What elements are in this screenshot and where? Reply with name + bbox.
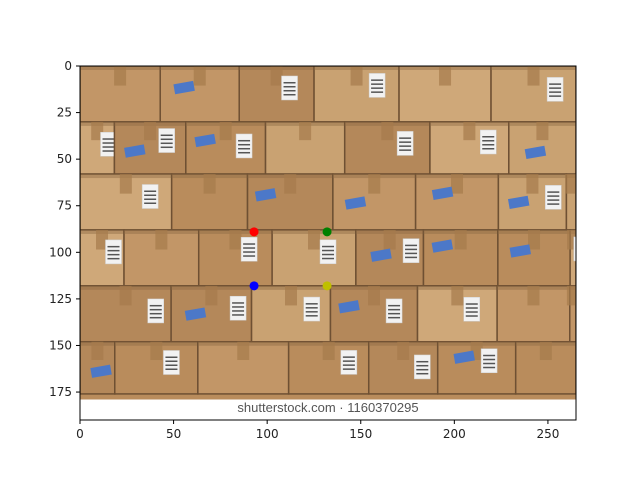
shipping-label [303,296,320,322]
y-tick-label: 150 [49,338,72,352]
blue-sticker [584,246,605,259]
blue-sticker [124,144,146,158]
yellow-point [322,281,332,291]
shipping-label [396,131,414,156]
watermark-band: shutterstock.com · 1160370295 [80,399,576,420]
boxes-photo [80,66,605,420]
axes-frame [79,65,577,421]
y-tick-label: 175 [49,385,72,399]
green-point [322,227,332,237]
blue-sticker [194,133,216,148]
blue-sticker [254,188,277,202]
blue-sticker [370,248,392,262]
red-point [249,227,259,237]
shipping-label [319,239,337,265]
blue-point [249,281,259,291]
shipping-label [573,236,576,262]
x-tick-label: 150 [349,427,372,441]
shipping-label [340,350,358,375]
blue-sticker [431,239,454,253]
shipping-label [414,354,431,380]
shipping-label [158,128,175,153]
blue-sticker [173,80,195,95]
shipping-label [147,298,164,324]
blue-sticker [509,244,531,258]
y-tick-label: 25 [57,106,72,120]
x-tick-label: 200 [443,427,466,441]
y-axis: 0 25 50 75 100 125 150 175 [49,59,80,399]
shipping-label [281,75,298,101]
blue-sticker [453,350,475,364]
x-tick-label: 100 [256,427,279,441]
blue-sticker [338,300,360,314]
shipping-label [385,298,403,324]
shipping-label [235,133,253,159]
blue-sticker [507,195,530,210]
blue-sticker [524,145,547,160]
blue-sticker [90,364,112,378]
x-tick-label: 50 [166,427,181,441]
blue-sticker [431,186,454,200]
shipping-label [463,297,481,322]
shipping-label [163,350,180,375]
shipping-label [402,238,420,263]
x-axis: 0 50 100 150 200 250 [76,420,559,441]
y-tick-label: 50 [57,152,72,166]
y-tick-label: 125 [49,292,72,306]
x-tick-label: 250 [536,427,559,441]
y-tick-label: 0 [64,59,72,73]
marker-layer [249,227,332,291]
shipping-label [480,348,498,374]
y-tick-label: 100 [49,245,72,259]
watermark-background [80,399,576,420]
shipping-label [229,295,247,321]
shipping-label [141,184,159,209]
shipping-label [480,129,497,155]
y-tick-label: 75 [57,199,72,213]
watermark-text: shutterstock.com · 1160370295 [237,400,418,415]
blue-sticker [184,307,207,321]
shipping-label [546,77,564,102]
blue-sticker [344,196,367,210]
x-tick-label: 0 [76,427,84,441]
shipping-label [240,237,258,262]
shipping-label [105,239,122,265]
shipping-label [368,73,386,98]
shipping-label [545,185,562,210]
